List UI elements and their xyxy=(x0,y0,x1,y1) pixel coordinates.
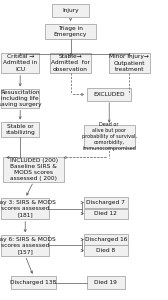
FancyBboxPatch shape xyxy=(3,157,64,182)
FancyBboxPatch shape xyxy=(1,198,49,219)
FancyBboxPatch shape xyxy=(84,234,128,244)
Text: Died 19: Died 19 xyxy=(94,280,117,285)
FancyBboxPatch shape xyxy=(52,4,89,17)
FancyBboxPatch shape xyxy=(84,208,128,219)
Text: Day 3: SIRS & MODS
scores assessed
[181]: Day 3: SIRS & MODS scores assessed [181] xyxy=(0,200,56,217)
FancyBboxPatch shape xyxy=(84,125,135,148)
Text: Triage in
Emergency: Triage in Emergency xyxy=(54,26,87,37)
FancyBboxPatch shape xyxy=(87,276,125,289)
FancyBboxPatch shape xyxy=(84,197,128,208)
FancyBboxPatch shape xyxy=(1,122,39,137)
FancyBboxPatch shape xyxy=(84,245,128,256)
FancyBboxPatch shape xyxy=(45,24,96,39)
FancyBboxPatch shape xyxy=(11,276,56,289)
FancyBboxPatch shape xyxy=(87,88,131,101)
Text: Dead or
alive but poor
probability of survival,
comorbidity,
immunocompromised: Dead or alive but poor probability of su… xyxy=(82,122,137,152)
Text: Stable→
Admitted  for
observation: Stable→ Admitted for observation xyxy=(51,54,90,72)
Text: Resuscitation
including life
saving surgery: Resuscitation including life saving surg… xyxy=(0,90,42,107)
Text: Critical →
Admitted in
ICU: Critical → Admitted in ICU xyxy=(3,54,37,72)
Text: Stable or
stabilizing: Stable or stabilizing xyxy=(5,124,35,135)
FancyBboxPatch shape xyxy=(50,53,91,73)
Text: EXCLUDED: EXCLUDED xyxy=(93,92,125,97)
Text: INCLUDED (200)
Baseline SIRS &
MODS scores
assessed ( 200): INCLUDED (200) Baseline SIRS & MODS scor… xyxy=(10,158,58,181)
FancyBboxPatch shape xyxy=(1,89,39,108)
Text: Died 8: Died 8 xyxy=(96,248,115,253)
Text: Discharged 16: Discharged 16 xyxy=(85,237,127,242)
FancyBboxPatch shape xyxy=(1,53,39,73)
FancyBboxPatch shape xyxy=(1,235,49,256)
Text: Day 6: SIRS & MODS
scores assessed
[157]: Day 6: SIRS & MODS scores assessed [157] xyxy=(0,237,56,254)
Text: Discharged 138: Discharged 138 xyxy=(10,280,57,285)
Text: Minor Injury→
Outpatient
treatment: Minor Injury→ Outpatient treatment xyxy=(110,54,149,72)
Text: Discharged 7: Discharged 7 xyxy=(86,200,125,205)
FancyBboxPatch shape xyxy=(109,53,150,73)
Text: Died 12: Died 12 xyxy=(94,211,117,216)
Text: Injury: Injury xyxy=(62,8,79,13)
